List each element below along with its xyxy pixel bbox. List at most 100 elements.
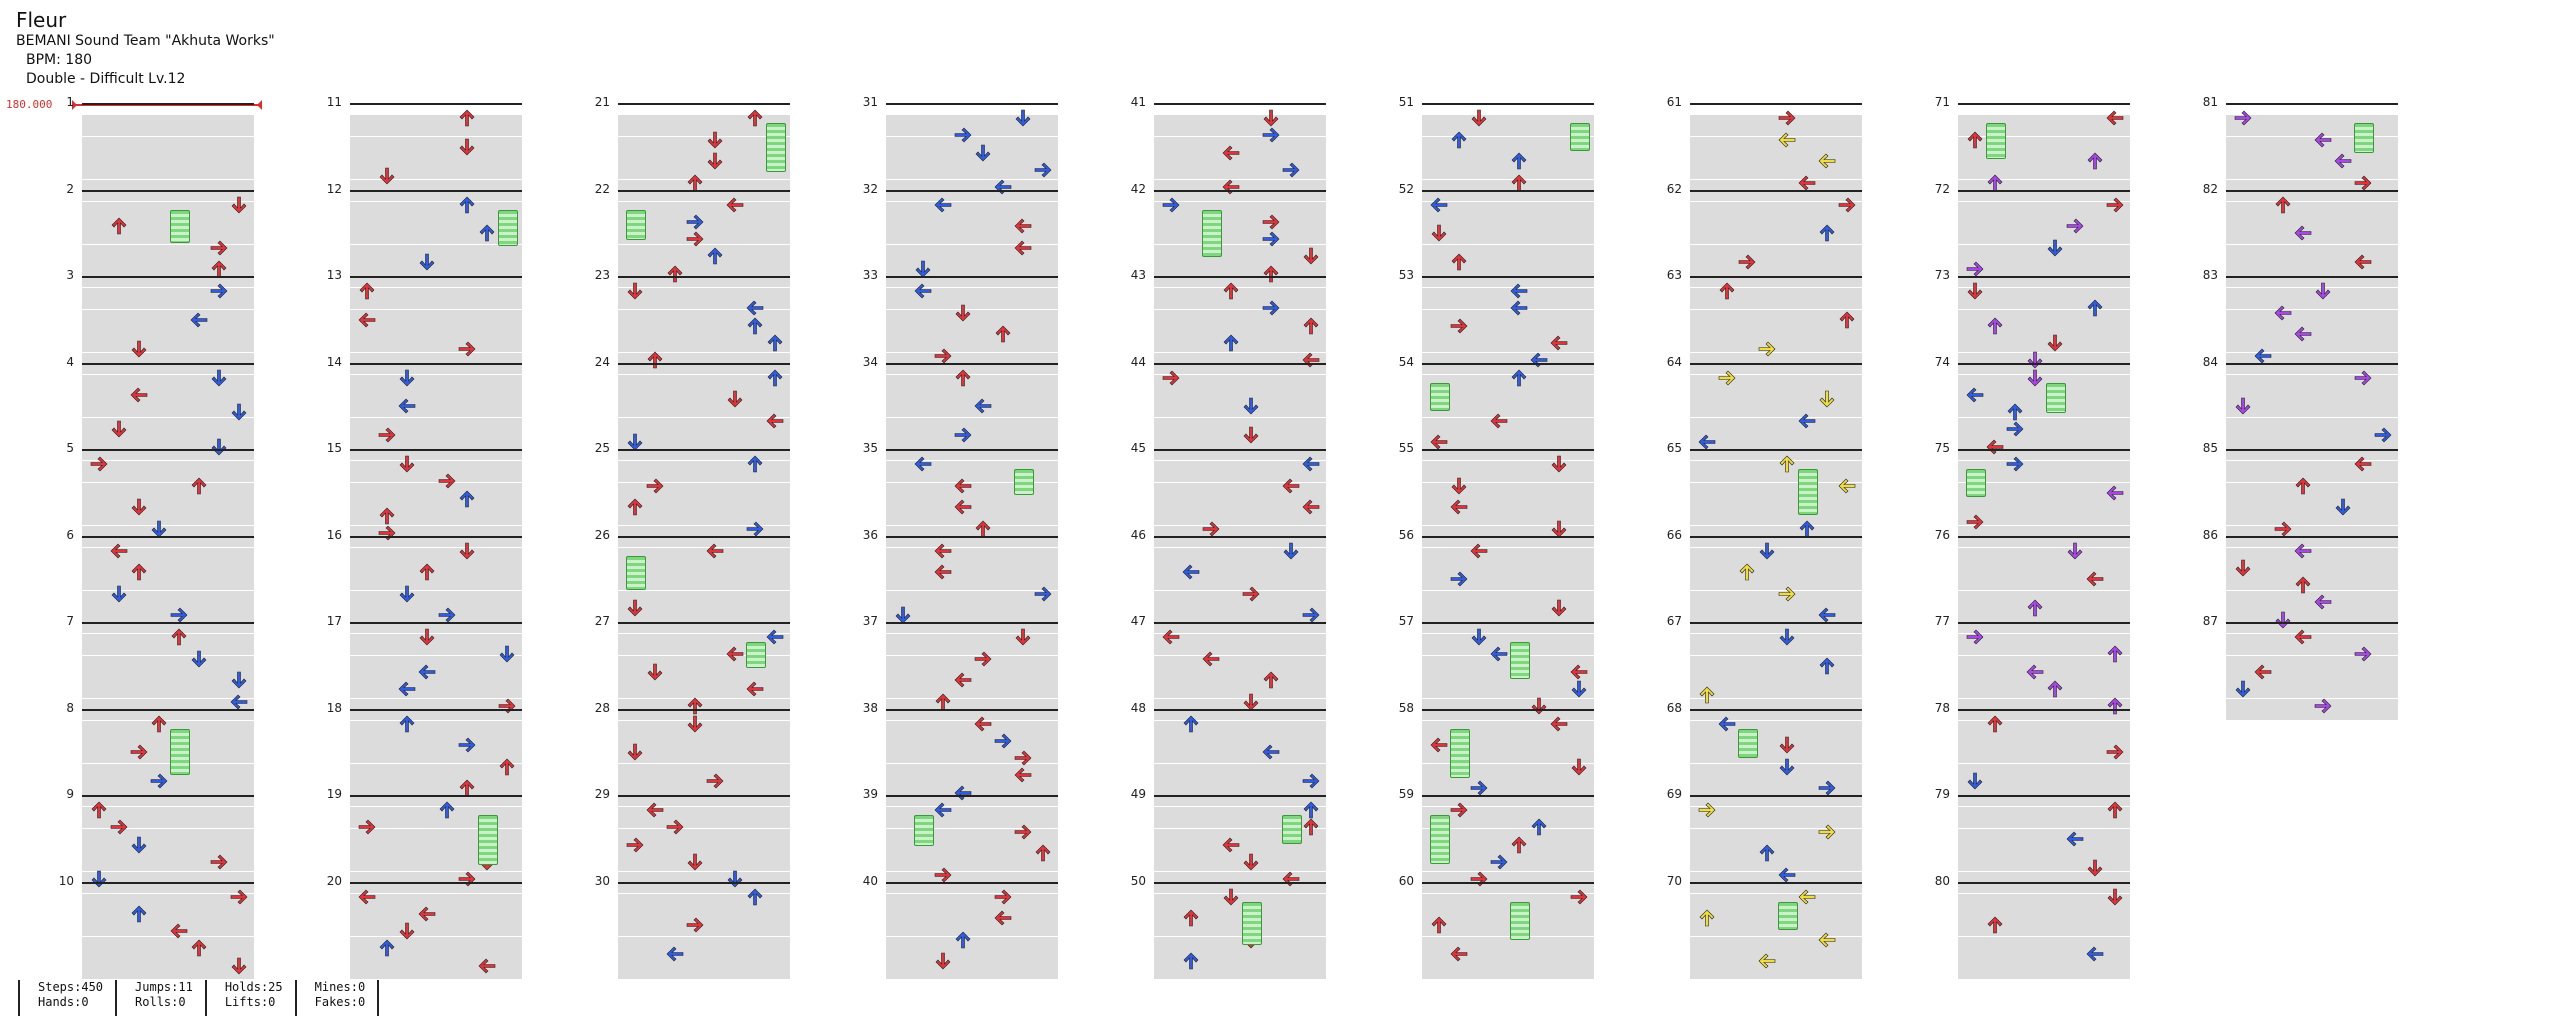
measure-line xyxy=(82,362,254,365)
beat-stripe xyxy=(886,828,1058,850)
hold-note xyxy=(1202,209,1222,257)
arrow-note-right xyxy=(954,126,972,148)
arrow-note-up xyxy=(1986,174,2004,196)
arrow-note-down xyxy=(398,585,416,607)
measure-line xyxy=(618,881,790,884)
beat-stripe xyxy=(886,396,1058,418)
arrow-note-left xyxy=(2066,830,2084,852)
arrow-note-right xyxy=(2374,426,2392,448)
measure-number: 74 xyxy=(1934,354,1950,369)
arrow-note-right xyxy=(974,650,992,672)
beat-stripe xyxy=(886,309,1058,331)
beat-stripe xyxy=(2226,634,2398,655)
song-title: Fleur xyxy=(16,8,67,32)
arrow-note-up xyxy=(1222,334,1240,356)
beat-stripe xyxy=(1690,915,1862,937)
hold-note xyxy=(1510,642,1530,679)
beat-stripe xyxy=(82,634,254,655)
arrow-note-up xyxy=(766,369,784,391)
arrow-note-up xyxy=(686,174,704,196)
beat-stripe xyxy=(1154,504,1326,526)
arrow-note-up xyxy=(2294,477,2312,499)
chart-column: 81 82 83 84 85 86 87 xyxy=(2203,0,2398,1000)
beat-stripe xyxy=(82,958,254,980)
beat-stripe xyxy=(2226,547,2398,569)
beat-stripe xyxy=(1690,158,1862,180)
beat-stripe xyxy=(2226,396,2398,418)
beat-stripe xyxy=(1422,461,1594,482)
arrow-note-down xyxy=(2086,859,2104,881)
beat-stripe xyxy=(886,201,1058,223)
measure-line xyxy=(1958,535,2130,538)
measure-line xyxy=(1422,535,1594,538)
arrow-note-up xyxy=(1450,131,1468,153)
beat-stripe xyxy=(350,244,522,266)
measure-line xyxy=(350,189,522,192)
hold-note xyxy=(170,209,190,243)
beat-stripe xyxy=(350,720,522,742)
arrow-note-up xyxy=(2006,403,2024,425)
arrow-note-left xyxy=(646,801,664,823)
measure-number: 65 xyxy=(1666,441,1682,455)
beat-stripe xyxy=(1154,936,1326,958)
beat-stripe xyxy=(1422,223,1594,245)
arrow-note-down xyxy=(2046,334,2064,356)
stat-rolls: Rolls:0 xyxy=(135,995,186,1009)
arrow-note-right xyxy=(2274,520,2292,542)
beat-stripe xyxy=(1154,482,1326,504)
measure-number: 50 xyxy=(1130,873,1146,888)
arrow-note-left xyxy=(1014,766,1032,788)
beat-stripe xyxy=(1422,634,1594,655)
beat-stripe xyxy=(1958,158,2130,180)
beat-stripe xyxy=(1690,374,1862,396)
arrow-note-up xyxy=(458,779,476,801)
arrow-note-left xyxy=(974,397,992,419)
arrow-note-right xyxy=(1242,585,1260,607)
measure-number: 19 xyxy=(326,787,342,801)
beat-stripe xyxy=(1422,677,1594,699)
arrow-note-right xyxy=(646,477,664,499)
measure-line xyxy=(1154,795,1326,797)
arrow-note-left xyxy=(1430,196,1448,218)
beat-stripe xyxy=(618,136,790,158)
beat-stripe xyxy=(1958,807,2130,828)
arrow-note-left xyxy=(1430,433,1448,455)
arrow-note-up xyxy=(1182,715,1200,737)
beat-stripe xyxy=(350,417,522,439)
arrow-note-up xyxy=(2294,576,2312,598)
measure-line xyxy=(1422,795,1594,797)
beat-stripe xyxy=(82,461,254,482)
arrow-note-up xyxy=(1510,174,1528,196)
arrow-note-down xyxy=(1014,628,1032,650)
arrow-note-up xyxy=(1698,909,1716,931)
beat-stripe xyxy=(1690,569,1862,591)
beat-stripe xyxy=(618,223,790,245)
arrow-note-left xyxy=(1202,650,1220,672)
beat-stripe xyxy=(618,893,790,915)
arrow-note-right xyxy=(1262,230,1280,252)
arrow-note-down xyxy=(1470,628,1488,650)
arrow-note-left xyxy=(766,628,784,650)
measure-number: 2 xyxy=(66,181,74,196)
beat-stripe xyxy=(886,223,1058,245)
beat-stripe xyxy=(1154,201,1326,223)
beat-stripe xyxy=(82,590,254,612)
beat-stripe xyxy=(1958,763,2130,785)
measure-line xyxy=(1690,189,1862,192)
chart-column: 41 42 43 44 45 46 47 48 49 50 xyxy=(1131,0,1326,1000)
measure-number: 83 xyxy=(2202,268,2218,282)
beat-stripe xyxy=(82,331,254,353)
arrow-note-right xyxy=(1698,801,1716,823)
beat-stripe xyxy=(2226,309,2398,331)
beat-stripe xyxy=(886,893,1058,915)
arrow-note-down xyxy=(418,628,436,650)
measure-number: 55 xyxy=(1398,441,1414,455)
measure-number: 48 xyxy=(1130,700,1146,715)
arrow-note-left xyxy=(230,693,248,715)
arrow-note-right xyxy=(1778,109,1796,131)
measure-number: 51 xyxy=(1398,95,1414,109)
beat-stripe xyxy=(1690,634,1862,655)
beat-stripe xyxy=(1422,850,1594,872)
arrow-note-right xyxy=(1738,253,1756,275)
arrow-note-right xyxy=(2006,420,2024,442)
